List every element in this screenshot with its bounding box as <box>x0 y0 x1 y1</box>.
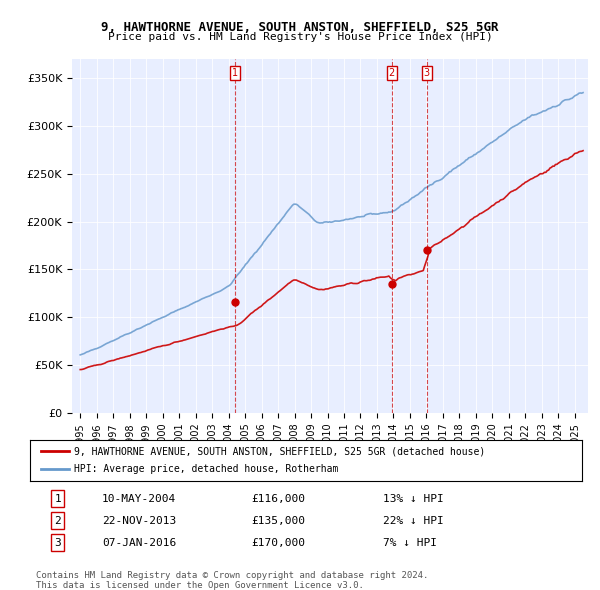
Text: Price paid vs. HM Land Registry's House Price Index (HPI): Price paid vs. HM Land Registry's House … <box>107 32 493 42</box>
Text: 1: 1 <box>54 494 61 503</box>
Text: 2: 2 <box>389 68 395 78</box>
Text: 22% ↓ HPI: 22% ↓ HPI <box>383 516 444 526</box>
Text: £170,000: £170,000 <box>251 538 305 548</box>
Text: 9, HAWTHORNE AVENUE, SOUTH ANSTON, SHEFFIELD, S25 5GR: 9, HAWTHORNE AVENUE, SOUTH ANSTON, SHEFF… <box>101 21 499 34</box>
Text: 2: 2 <box>54 516 61 526</box>
Text: Contains HM Land Registry data © Crown copyright and database right 2024.: Contains HM Land Registry data © Crown c… <box>36 571 428 580</box>
Text: 13% ↓ HPI: 13% ↓ HPI <box>383 494 444 503</box>
Text: 10-MAY-2004: 10-MAY-2004 <box>102 494 176 503</box>
Text: This data is licensed under the Open Government Licence v3.0.: This data is licensed under the Open Gov… <box>36 581 364 590</box>
Text: HPI: Average price, detached house, Rotherham: HPI: Average price, detached house, Roth… <box>74 464 338 474</box>
Text: 07-JAN-2016: 07-JAN-2016 <box>102 538 176 548</box>
Text: £135,000: £135,000 <box>251 516 305 526</box>
Text: 9, HAWTHORNE AVENUE, SOUTH ANSTON, SHEFFIELD, S25 5GR (detached house): 9, HAWTHORNE AVENUE, SOUTH ANSTON, SHEFF… <box>74 446 485 456</box>
Text: 3: 3 <box>424 68 430 78</box>
Text: 3: 3 <box>54 538 61 548</box>
Text: £116,000: £116,000 <box>251 494 305 503</box>
Text: 7% ↓ HPI: 7% ↓ HPI <box>383 538 437 548</box>
Text: 22-NOV-2013: 22-NOV-2013 <box>102 516 176 526</box>
Text: 1: 1 <box>232 68 238 78</box>
